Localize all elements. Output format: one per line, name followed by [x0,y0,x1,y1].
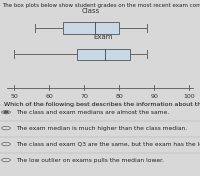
Text: 90: 90 [150,94,158,99]
Text: The box plots below show student grades on the most recent exam compared to over: The box plots below show student grades … [2,4,200,8]
Text: 80: 80 [115,94,123,99]
Text: The low outlier on exams pulls the median lower.: The low outlier on exams pulls the media… [16,158,164,163]
Text: Exam: Exam [94,34,113,40]
Text: Class: Class [82,8,100,14]
Text: The class and exam Q3 are the same, but the exam has the lowest median.: The class and exam Q3 are the same, but … [16,142,200,147]
Text: The class and exam medians are almost the same.: The class and exam medians are almost th… [16,110,169,115]
Text: Which of the following best describes the information about the medians?: Which of the following best describes th… [4,102,200,107]
Bar [77,49,130,60]
Text: 100: 100 [184,94,195,99]
Bar [63,22,119,34]
Circle shape [4,111,8,113]
Text: 70: 70 [80,94,88,99]
Text: 60: 60 [45,94,53,99]
Text: 50: 50 [10,94,18,99]
Text: The exam median is much higher than the class median.: The exam median is much higher than the … [16,126,187,131]
